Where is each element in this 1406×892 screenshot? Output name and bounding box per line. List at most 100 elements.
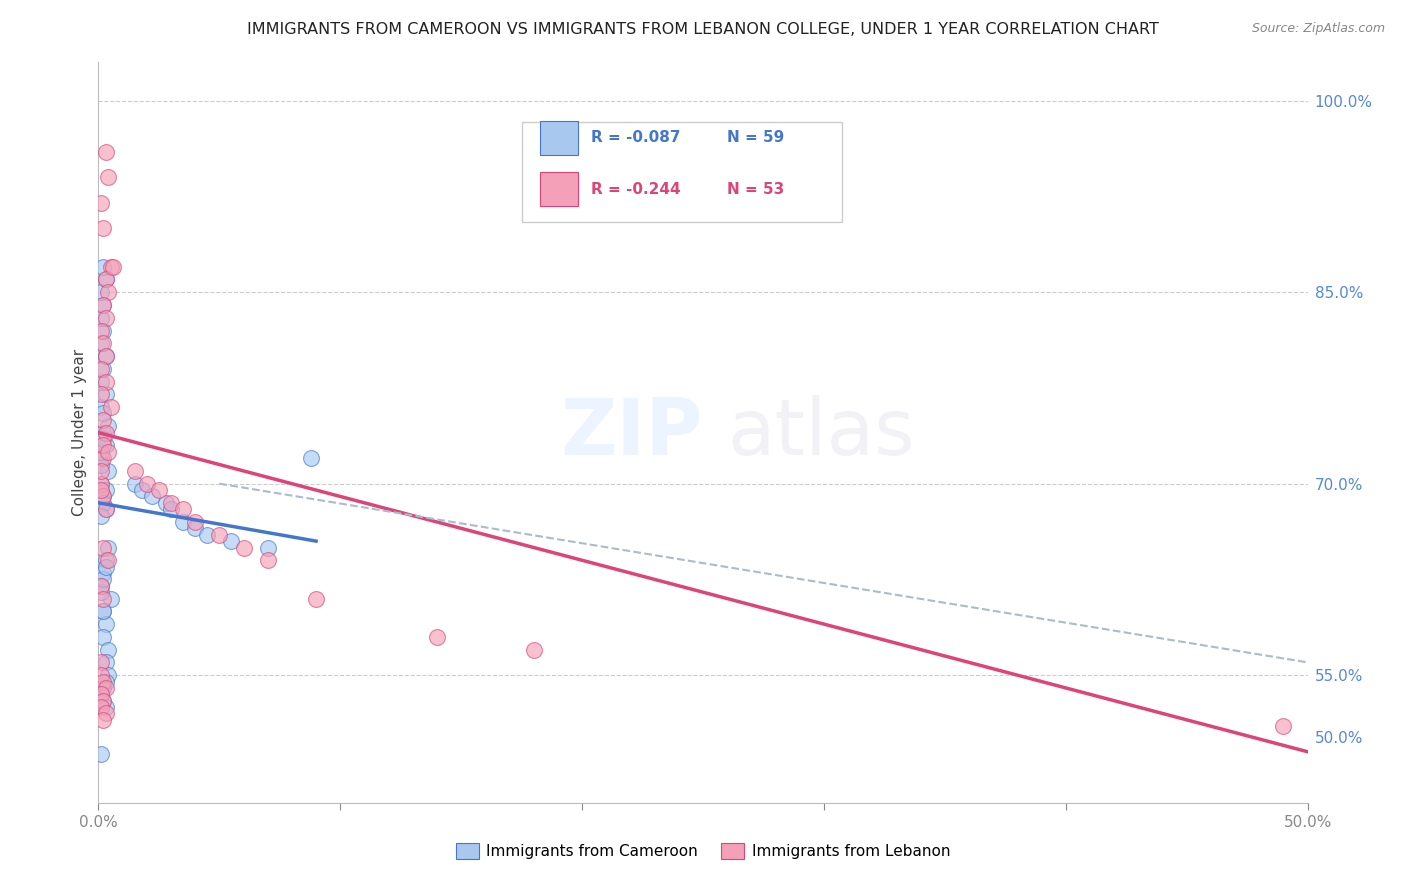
Point — [91, 336, 114, 351]
Point — [91, 425, 114, 440]
Point — [94, 700, 117, 714]
Point — [91, 604, 114, 618]
Point — [97, 419, 120, 434]
Point — [94, 272, 117, 286]
Point — [94, 553, 117, 567]
Point — [97, 553, 120, 567]
Point — [94, 349, 117, 363]
Text: N = 53: N = 53 — [727, 182, 785, 196]
Point — [135, 476, 157, 491]
Point — [91, 490, 114, 504]
Point — [90, 700, 112, 714]
Point — [124, 476, 146, 491]
Point — [90, 476, 112, 491]
Point — [94, 375, 117, 389]
Point — [155, 496, 177, 510]
Point — [172, 515, 194, 529]
Point — [91, 630, 114, 644]
Point — [90, 375, 112, 389]
Point — [221, 534, 243, 549]
Point — [94, 559, 117, 574]
Point — [94, 656, 117, 670]
Point — [90, 668, 112, 682]
Text: ZIP: ZIP — [561, 394, 703, 471]
Point — [100, 260, 122, 274]
Text: Source: ZipAtlas.com: Source: ZipAtlas.com — [1251, 22, 1385, 36]
Point — [184, 521, 207, 535]
Point — [100, 591, 122, 606]
Point — [90, 458, 112, 472]
Point — [299, 451, 322, 466]
Point — [91, 407, 114, 421]
Point — [101, 260, 124, 274]
Point — [90, 195, 112, 210]
Point — [94, 483, 117, 497]
Point — [90, 285, 112, 300]
Point — [523, 642, 546, 657]
Point — [90, 444, 112, 458]
Point — [90, 451, 112, 466]
Point — [97, 285, 120, 300]
Point — [91, 298, 114, 312]
Point — [195, 527, 218, 541]
Point — [172, 502, 194, 516]
Legend: Immigrants from Cameroon, Immigrants from Lebanon: Immigrants from Cameroon, Immigrants fro… — [450, 838, 956, 865]
Point — [94, 438, 117, 452]
Point — [94, 674, 117, 689]
Point — [90, 400, 112, 414]
FancyBboxPatch shape — [540, 172, 578, 206]
Point — [184, 515, 207, 529]
Point — [90, 508, 112, 523]
Point — [91, 713, 114, 727]
Point — [94, 310, 117, 325]
Point — [91, 451, 114, 466]
Point — [90, 687, 112, 701]
Point — [91, 324, 114, 338]
Point — [90, 585, 112, 599]
Point — [94, 617, 117, 632]
Point — [97, 541, 120, 555]
Y-axis label: College, Under 1 year: College, Under 1 year — [72, 349, 87, 516]
Point — [91, 221, 114, 235]
Point — [94, 145, 117, 159]
Point — [97, 464, 120, 478]
Point — [91, 681, 114, 695]
Point — [94, 387, 117, 401]
Point — [91, 591, 114, 606]
Point — [91, 298, 114, 312]
Point — [91, 361, 114, 376]
Point — [91, 541, 114, 555]
Point — [91, 438, 114, 452]
Point — [90, 656, 112, 670]
Point — [305, 591, 328, 606]
Point — [148, 483, 170, 497]
Point — [256, 553, 278, 567]
Point — [91, 674, 114, 689]
Point — [90, 464, 112, 478]
Point — [1272, 719, 1295, 733]
Point — [97, 170, 120, 185]
Point — [91, 432, 114, 446]
Point — [256, 541, 278, 555]
Point — [94, 681, 117, 695]
Text: N = 59: N = 59 — [727, 130, 785, 145]
FancyBboxPatch shape — [540, 121, 578, 155]
Point — [90, 336, 112, 351]
Point — [160, 496, 183, 510]
Point — [232, 541, 254, 555]
Point — [91, 413, 114, 427]
Point — [94, 272, 117, 286]
Text: 50.0%: 50.0% — [1315, 731, 1362, 747]
Point — [160, 502, 183, 516]
Point — [90, 579, 112, 593]
Point — [100, 400, 122, 414]
Point — [91, 490, 114, 504]
Point — [91, 566, 114, 580]
Point — [97, 642, 120, 657]
Text: IMMIGRANTS FROM CAMEROON VS IMMIGRANTS FROM LEBANON COLLEGE, UNDER 1 YEAR CORREL: IMMIGRANTS FROM CAMEROON VS IMMIGRANTS F… — [247, 22, 1159, 37]
Point — [90, 579, 112, 593]
Point — [97, 444, 120, 458]
Point — [124, 464, 146, 478]
Point — [91, 604, 114, 618]
Point — [90, 361, 112, 376]
